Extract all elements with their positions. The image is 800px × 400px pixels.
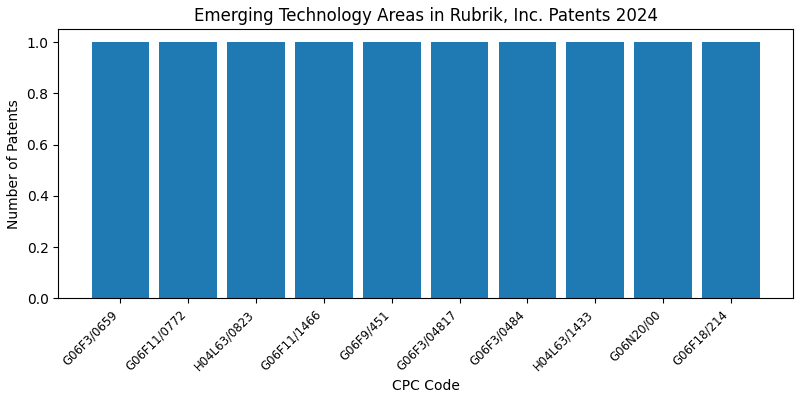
Bar bbox=[430, 42, 488, 298]
Bar bbox=[92, 42, 150, 298]
Bar bbox=[363, 42, 421, 298]
Bar bbox=[566, 42, 624, 298]
Bar bbox=[295, 42, 353, 298]
Bar bbox=[227, 42, 285, 298]
Bar bbox=[498, 42, 556, 298]
Title: Emerging Technology Areas in Rubrik, Inc. Patents 2024: Emerging Technology Areas in Rubrik, Inc… bbox=[194, 7, 658, 25]
Y-axis label: Number of Patents: Number of Patents bbox=[7, 99, 21, 229]
Bar bbox=[159, 42, 217, 298]
Bar bbox=[634, 42, 692, 298]
X-axis label: CPC Code: CPC Code bbox=[392, 379, 459, 393]
Bar bbox=[702, 42, 760, 298]
